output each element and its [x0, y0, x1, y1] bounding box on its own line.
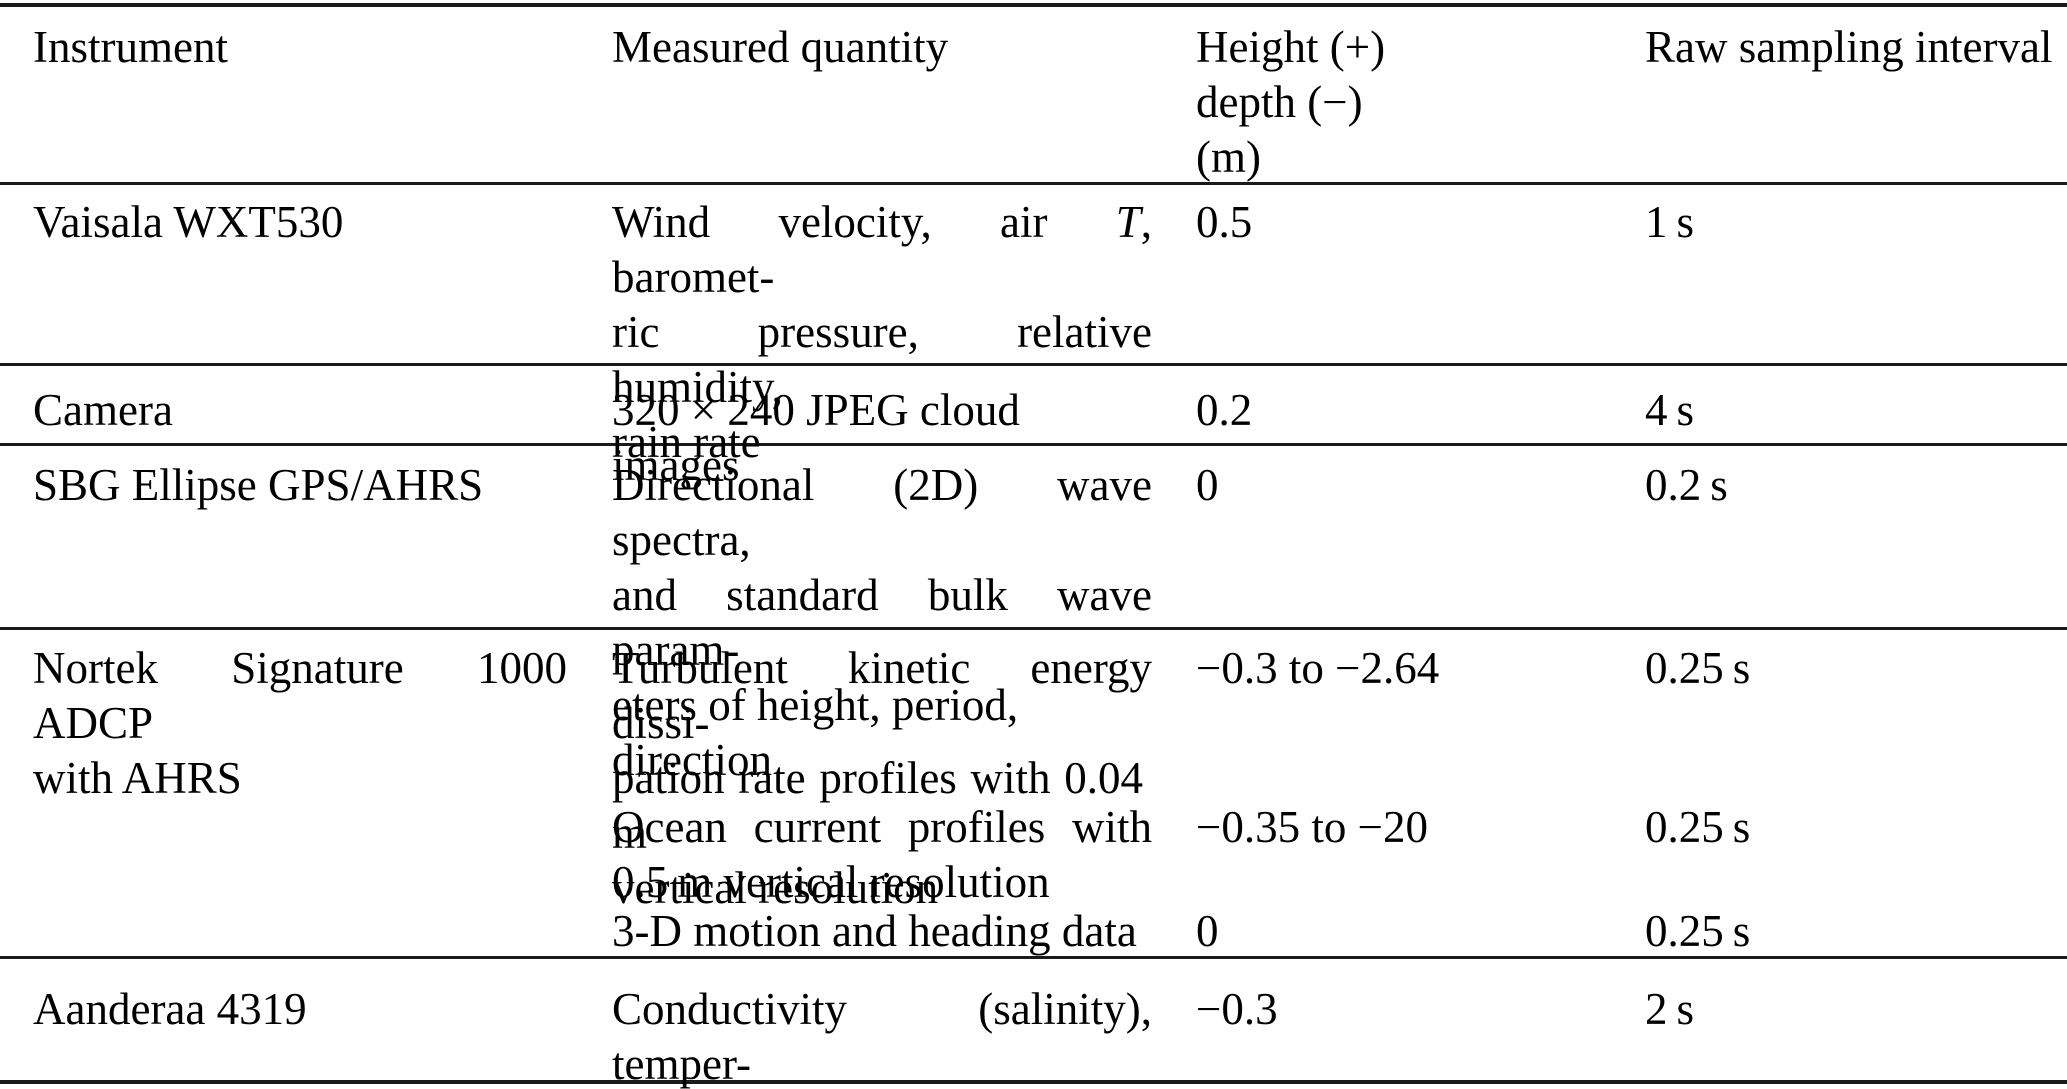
header-instrument: Instrument	[0, 4, 579, 182]
quantity-line: Wind velocity, air T, baromet-	[612, 195, 1152, 305]
quantity-line: 0.5 m vertical resolution	[612, 857, 1050, 907]
camera-interval-cell: 4 s	[1611, 363, 2067, 443]
camera-height-cell: 0.2	[1162, 363, 1611, 443]
header-label: Instrument	[33, 22, 228, 72]
height-value: 0	[1196, 460, 1219, 510]
height-value: 0.5	[1196, 197, 1253, 247]
quantity-line: pation rate profiles with 0.04 m	[612, 753, 1152, 858]
instrument-name: SBG Ellipse GPS/AHRS	[33, 460, 484, 510]
instrument-name-line: Nortek Signature 1000 ADCP	[33, 643, 567, 748]
aanderaa-quantity-cell: Conductivity (salinity), temper- ature	[579, 956, 1162, 1089]
vaisala-instrument-cell: Vaisala WXT530	[0, 182, 579, 363]
aanderaa-height-cell: −0.3	[1162, 956, 1611, 1078]
nortek-motion-height-cell: 0	[1162, 899, 1611, 956]
sbg-height-cell: 0	[1162, 443, 1611, 627]
quantity-line: vertical resolution	[612, 863, 939, 913]
aanderaa-instrument-cell: Aanderaa 4319	[0, 956, 579, 1078]
sbg-interval-cell: 0.2 s	[1611, 443, 2067, 627]
nortek-current-quantity-cell: Ocean current profiles with 0.5 m vertic…	[579, 797, 1162, 907]
interval-value: 2 s	[1645, 984, 1695, 1034]
interval-value: 1 s	[1645, 197, 1695, 247]
nortek-tke-height-cell: −0.3 to −2.64	[1162, 627, 1611, 797]
sbg-quantity-cell: Directional (2D) wave spectra, and stand…	[579, 443, 1162, 785]
sbg-instrument-cell: SBG Ellipse GPS/AHRS	[0, 443, 579, 627]
header-height-depth: Height (+) depth (−) (m)	[1162, 4, 1611, 182]
instrument-name: Vaisala WXT530	[33, 197, 344, 247]
nortek-current-height-cell: −0.35 to −20	[1162, 797, 1611, 899]
table-bottom-rule	[0, 1080, 2067, 1084]
height-value: 0	[1196, 906, 1219, 956]
header-label: Raw sampling interval	[1645, 22, 2053, 72]
camera-quantity-cell: 320 × 240 JPEG cloud images	[579, 363, 1162, 490]
quantity-line: and standard bulk wave param-	[612, 570, 1152, 675]
instrument-name-line: with AHRS	[33, 753, 242, 803]
quantity-line: 3-D motion and heading data	[612, 906, 1137, 956]
height-value: −0.35 to −20	[1196, 802, 1429, 852]
instrument-table: Instrument Measured quantity Height (+) …	[0, 4, 2067, 1089]
row-divider-rule	[0, 443, 2067, 446]
header-label: Measured quantity	[612, 22, 949, 72]
vaisala-height-cell: 0.5	[1162, 182, 1611, 363]
quantity-line: 320 × 240 JPEG cloud images	[612, 385, 1020, 490]
header-sampling-interval: Raw sampling interval	[1611, 4, 2067, 182]
instrument-name: Aanderaa 4319	[33, 984, 307, 1034]
header-measured-quantity: Measured quantity	[579, 4, 1162, 182]
quantity-line: ric pressure, relative humidity,	[612, 307, 1152, 412]
quantity-line: Ocean current profiles with	[612, 802, 1152, 852]
header-line: depth (−)	[1196, 77, 1363, 127]
interval-value: 0.25 s	[1645, 906, 1751, 956]
nortek-tke-interval-cell: 0.25 s	[1611, 627, 2067, 797]
height-value: −0.3	[1196, 984, 1278, 1034]
quantity-line: Turbulent kinetic energy dissi-	[612, 643, 1152, 748]
interval-value: 0.2 s	[1645, 460, 1728, 510]
quantity-line: Conductivity (salinity), temper-	[612, 984, 1152, 1089]
quantity-line: eters of height, period, direction	[612, 680, 1019, 785]
quantity-line: Directional (2D) wave spectra,	[612, 460, 1152, 565]
instrument-name: Camera	[33, 385, 173, 435]
nortek-motion-quantity-cell: 3-D motion and heading data	[579, 899, 1162, 956]
height-value: 0.2	[1196, 385, 1253, 435]
row-divider-rule	[0, 956, 2067, 959]
italic-variable: T	[1115, 197, 1141, 247]
interval-value: 4 s	[1645, 385, 1695, 435]
text-segment: Wind velocity, air	[612, 197, 1116, 247]
interval-value: 0.25 s	[1645, 802, 1751, 852]
row-divider-rule	[0, 363, 2067, 366]
header-line: Height (+)	[1196, 22, 1386, 72]
vaisala-interval-cell: 1 s	[1611, 182, 2067, 363]
quantity-line: rain rate	[612, 417, 761, 467]
vaisala-quantity-cell: Wind velocity, air T, baromet- ric press…	[579, 182, 1162, 467]
header-line: (m)	[1196, 132, 1261, 182]
text-segment: , baromet-	[612, 197, 1152, 302]
row-divider-rule	[0, 627, 2067, 630]
height-value: −0.3 to −2.64	[1196, 643, 1440, 693]
table-top-rule	[0, 3, 2067, 7]
header-bottom-rule	[0, 182, 2067, 185]
nortek-tke-quantity-cell: Turbulent kinetic energy dissi- pation r…	[579, 627, 1162, 913]
nortek-current-interval-cell: 0.25 s	[1611, 797, 2067, 899]
nortek-instrument-cell: Nortek Signature 1000 ADCP with AHRS	[0, 627, 579, 956]
camera-instrument-cell: Camera	[0, 363, 579, 443]
aanderaa-interval-cell: 2 s	[1611, 956, 2067, 1078]
nortek-motion-interval-cell: 0.25 s	[1611, 899, 2067, 956]
interval-value: 0.25 s	[1645, 643, 1751, 693]
